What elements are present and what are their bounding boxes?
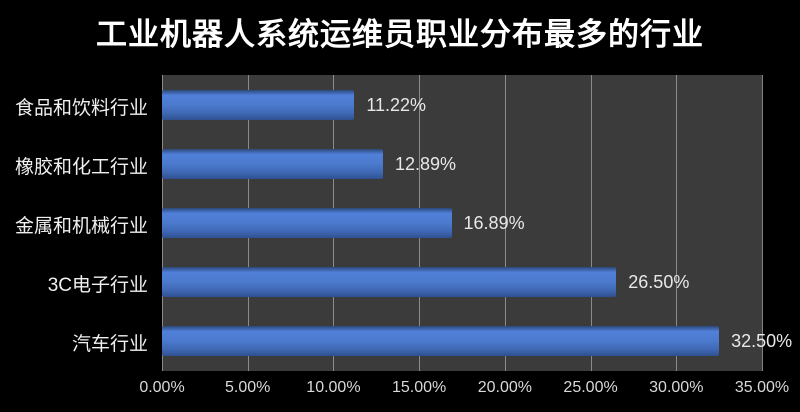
gridline [762, 75, 763, 371]
bar-row: 26.50% [162, 253, 762, 312]
value-label: 26.50% [628, 272, 690, 293]
gridline [504, 75, 506, 371]
plot-area: 11.22% 12.89% 16.89% 26.50% 32.50% [162, 75, 792, 371]
value-label: 12.89% [394, 153, 457, 174]
x-tick-label: 10.00% [306, 379, 361, 396]
value-label: 16.89% [463, 212, 525, 233]
bar-row: 12.89% [162, 134, 762, 193]
x-tick-label: 35.00% [734, 379, 790, 396]
bar [162, 267, 617, 298]
x-tick-label: 15.00% [392, 379, 447, 396]
category-label: 食品和饮料行业 [14, 97, 148, 119]
category-label: 金属和机械行业 [14, 216, 148, 237]
x-tick-label: 0.00% [139, 379, 185, 396]
bar [162, 207, 452, 238]
x-tick-label: 30.00% [649, 379, 704, 396]
bar [162, 89, 355, 120]
bar-row: 16.89% [162, 193, 762, 252]
category-label: 汽车行业 [71, 334, 148, 356]
gridline [590, 75, 592, 371]
x-axis-tick-labels: 0.00% 5.00% 10.00% 15.00% 20.00% 25.00% 30.00%… [139, 379, 789, 403]
category-label: 3C电子行业 [47, 275, 148, 297]
bar-row: 32.50% [162, 312, 792, 371]
gridline [676, 75, 678, 371]
chart-title: 工业机器人系统运维员职业分布最多的行业 [96, 17, 704, 52]
x-tick-label: 25.00% [563, 379, 618, 396]
value-label: 32.50% [731, 331, 793, 352]
x-tick-label: 5.00% [225, 379, 271, 396]
x-tick-label: 20.00% [477, 379, 532, 396]
y-axis-category-labels: 食品和饮料行业 橡胶和化工行业 金属和机械行业 3C电子行业汽车行业 [0, 75, 150, 371]
category-label: 橡胶和化工行业 [14, 156, 148, 178]
value-label: 11.22% [366, 94, 427, 115]
bar [162, 148, 383, 179]
bar-row: 11.22% [162, 75, 762, 134]
bar [162, 326, 720, 357]
